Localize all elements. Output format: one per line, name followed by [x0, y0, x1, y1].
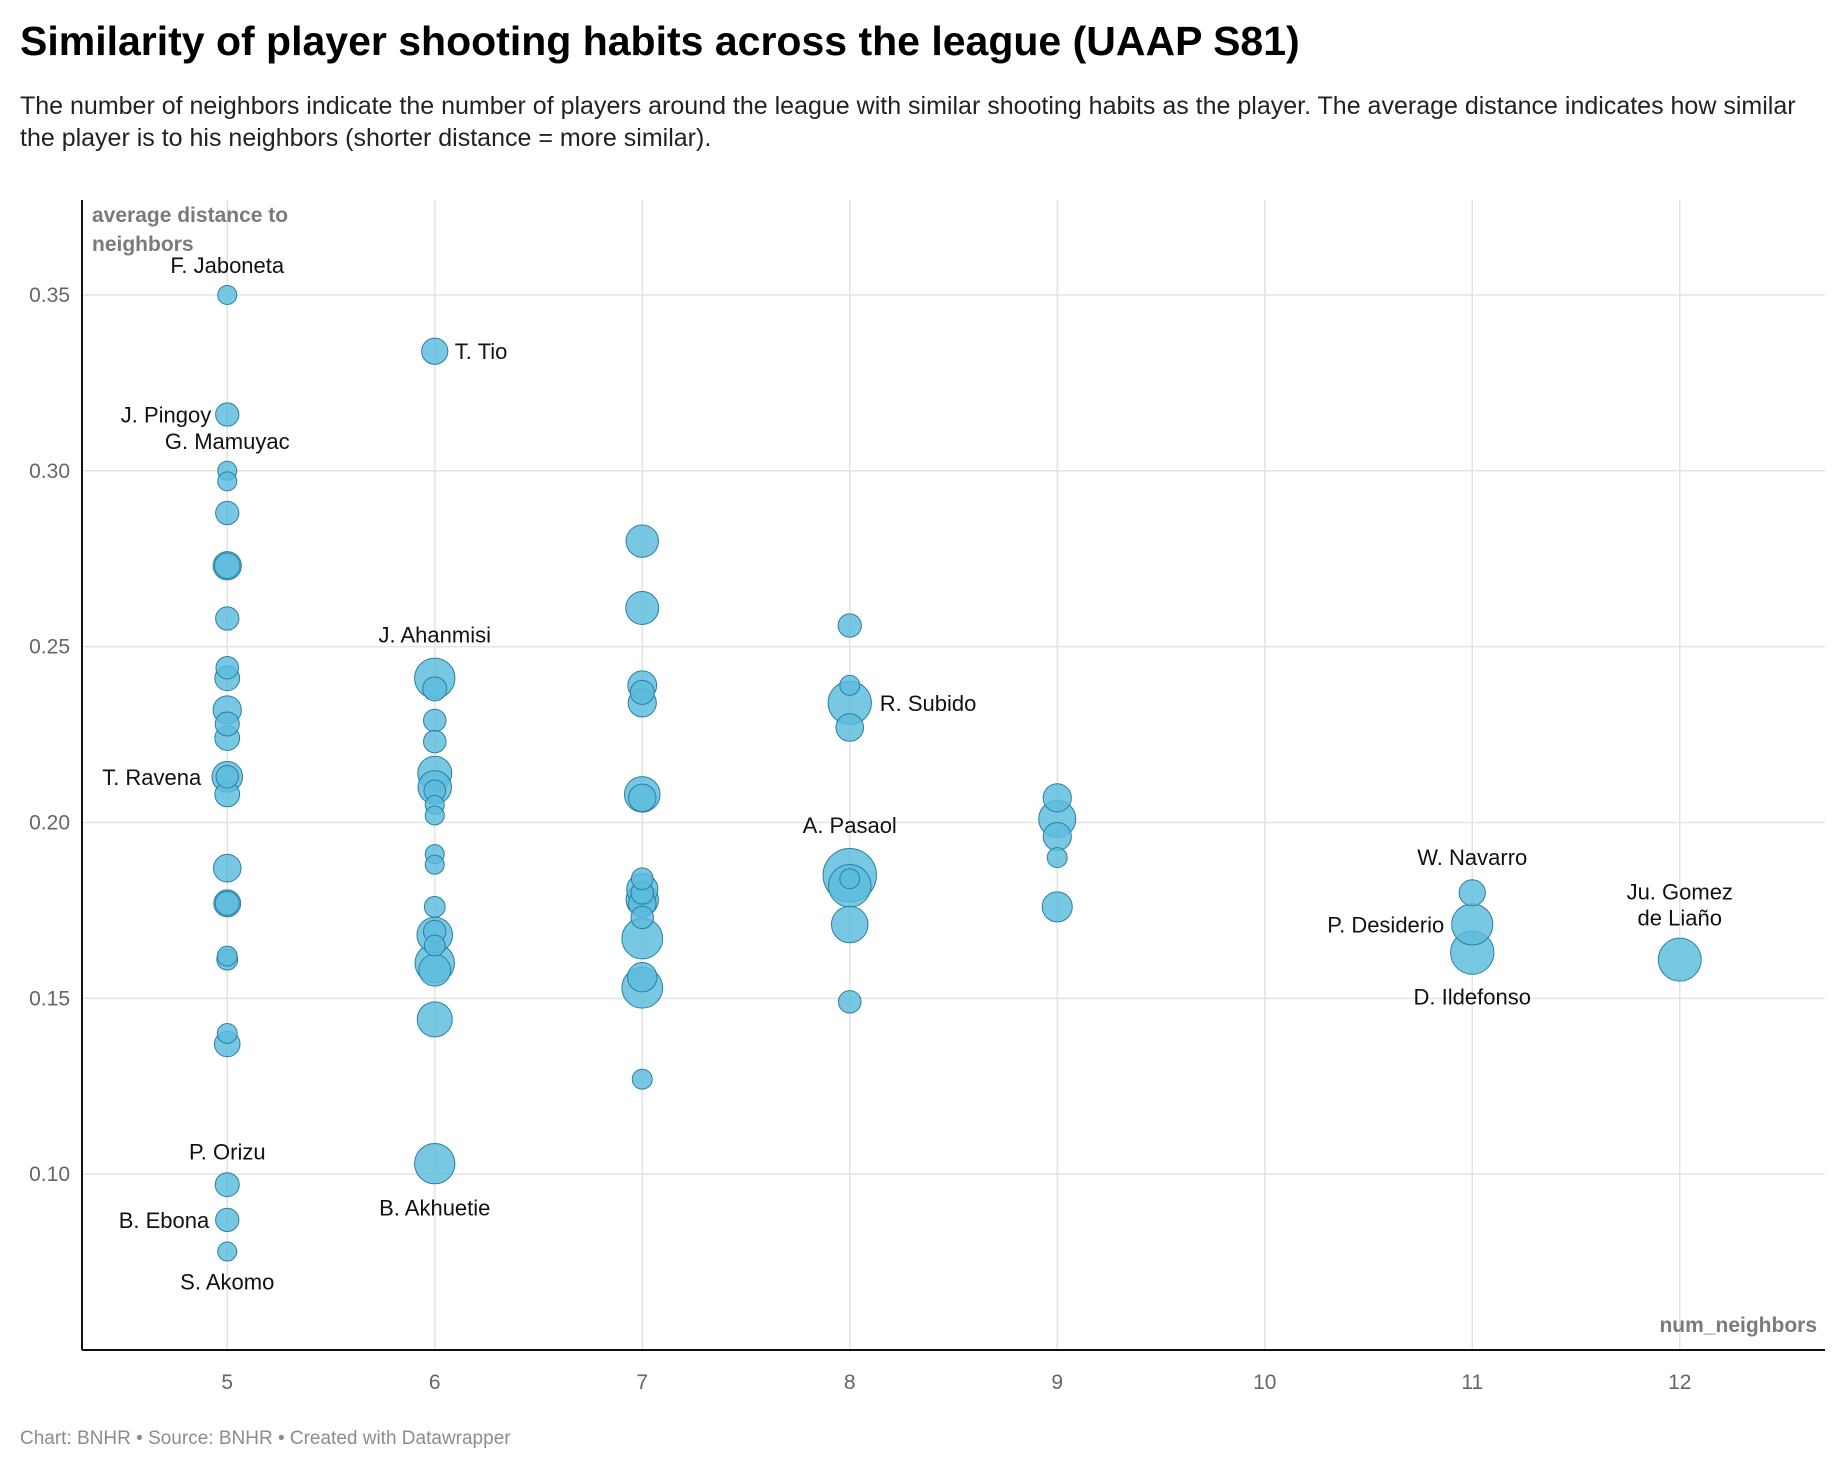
- data-point: [423, 708, 447, 733]
- data-point: [630, 905, 654, 930]
- data-point: [625, 590, 660, 625]
- point-label: B. Ebona: [119, 1208, 210, 1233]
- point-label: W. Navarro: [1417, 845, 1527, 870]
- data-point: [1041, 891, 1073, 923]
- point-label: Ju. Gomez de Liaño: [1627, 880, 1733, 931]
- data-point: [1451, 903, 1494, 946]
- data-point: [627, 961, 658, 993]
- data-point: [837, 613, 862, 638]
- x-tick-label: 11: [1461, 1371, 1483, 1394]
- data-point: [631, 1068, 653, 1090]
- data-point: [839, 674, 861, 696]
- data-point: [423, 729, 447, 754]
- point-label: S. Akomo: [180, 1270, 274, 1295]
- point-label: P. Desiderio: [1327, 912, 1444, 937]
- data-point: [215, 765, 239, 789]
- data-point: [424, 854, 445, 875]
- y-tick-label: 0.25: [29, 636, 70, 659]
- chart-footer: Chart: BNHR • Source: BNHR • Created wit…: [20, 1428, 511, 1449]
- point-label: B. Akhuetie: [379, 1196, 490, 1221]
- grid-lines: [82, 200, 1825, 1350]
- data-point: [217, 471, 238, 492]
- point-label: T. Ravena: [102, 765, 202, 790]
- y-tick-label: 0.35: [29, 284, 70, 307]
- data-point: [215, 500, 240, 526]
- data-point: [214, 711, 240, 737]
- axes: [81, 200, 1825, 1351]
- data-point: [423, 934, 446, 957]
- data-point: [830, 905, 869, 944]
- data-point: [217, 1241, 238, 1262]
- data-point: [214, 1172, 240, 1198]
- data-point: [422, 676, 448, 702]
- data-point: [1657, 937, 1702, 982]
- x-tick-label: 6: [429, 1371, 441, 1394]
- y-tick-label: 0.10: [29, 1163, 70, 1186]
- data-point: [421, 337, 449, 365]
- y-tick-label: 0.30: [29, 460, 70, 483]
- data-point: [215, 1207, 240, 1233]
- x-tick-label: 9: [1051, 1371, 1063, 1394]
- chart-subtitle: The number of neighbors indicate the num…: [20, 92, 1796, 152]
- y-tick-label: 0.20: [29, 811, 70, 834]
- scatter-chart: 5 6 7 8 9 10 11 12 0.10 0.15 0.20 0.25 0.30 0.35 F. J…: [29, 200, 1825, 1394]
- y-axis-label: average distance to: [92, 204, 288, 227]
- data-point: [1042, 783, 1072, 813]
- data-point: [215, 606, 240, 631]
- data-point: [423, 895, 446, 918]
- data-point: [629, 679, 655, 705]
- data-point: [416, 1001, 453, 1038]
- point-label: T. Tio: [455, 339, 508, 364]
- x-tick-label: 12: [1668, 1371, 1691, 1394]
- chart-title: Similarity of player shooting habits acr…: [20, 18, 1300, 64]
- x-tick-label: 7: [636, 1371, 648, 1394]
- y-axis-label-line-2: neighbors: [92, 233, 194, 256]
- point-label: F. Jaboneta: [170, 253, 285, 278]
- point-label: P. Orizu: [189, 1140, 266, 1165]
- data-point: [214, 552, 241, 579]
- data-point: [215, 402, 240, 427]
- tick-labels: 5 6 7 8 9 10 11 12 0.10 0.15 0.20 0.25 0.30 0.35: [29, 284, 1691, 1394]
- data-point: [212, 853, 242, 883]
- data-point: [418, 953, 452, 987]
- data-point: [839, 868, 861, 890]
- data-point: [1046, 847, 1068, 869]
- data-point: [217, 284, 238, 305]
- data-point: [1042, 821, 1072, 852]
- point-label: G. Mamuyac: [165, 429, 290, 454]
- data-points: [211, 284, 1702, 1262]
- data-point: [625, 524, 659, 558]
- data-point: [627, 783, 657, 813]
- x-tick-label: 10: [1253, 1371, 1276, 1394]
- point-label: D. Ildefonso: [1414, 985, 1531, 1010]
- x-tick-label: 8: [844, 1371, 856, 1394]
- point-label: J. Ahanmisi: [379, 622, 492, 647]
- x-tick-label: 5: [221, 1371, 233, 1394]
- data-point: [424, 805, 445, 826]
- data-point: [414, 1142, 456, 1185]
- data-point: [216, 1023, 238, 1044]
- point-label: A. Pasaol: [803, 813, 897, 838]
- x-axis-label: num_neighbors: [1659, 1314, 1817, 1337]
- data-point: [215, 655, 239, 680]
- y-tick-label: 0.15: [29, 987, 70, 1010]
- point-label: J. Pingoy: [121, 403, 212, 428]
- data-point: [214, 890, 240, 916]
- data-point: [216, 945, 238, 967]
- data-point: [1458, 879, 1486, 907]
- data-point: [838, 990, 862, 1014]
- data-point: [835, 713, 865, 742]
- point-label: R. Subido: [880, 691, 977, 716]
- data-point: [630, 867, 654, 891]
